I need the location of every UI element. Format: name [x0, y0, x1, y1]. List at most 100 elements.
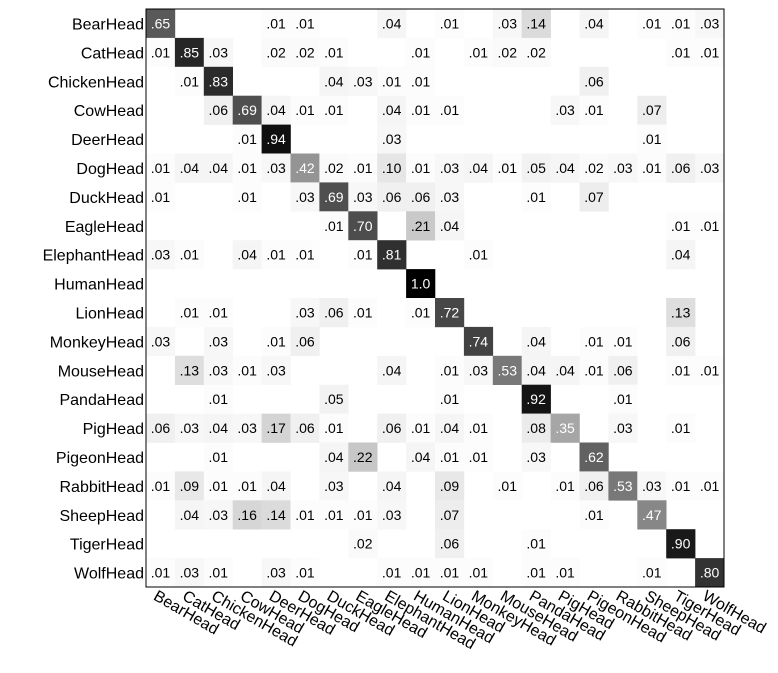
matrix-cell [492, 9, 522, 39]
matrix-cell [174, 558, 205, 588]
matrix-cell [579, 66, 609, 96]
cell-value-label: .06 [440, 536, 460, 552]
cell-value-label: .04 [324, 449, 344, 465]
cell-value-label: .01 [613, 391, 633, 407]
cell-value-label: .03 [382, 507, 402, 523]
cell-value-label: .04 [671, 247, 691, 263]
cell-value-label: .02 [295, 44, 315, 60]
matrix-cell [348, 442, 378, 472]
cell-value-label: .01 [469, 565, 489, 581]
cell-value-label: .72 [440, 304, 460, 320]
column-labels: BearHeadCatHeadChickenHeadCowHeadDeerHea… [150, 588, 768, 653]
cell-value-label: .09 [180, 478, 200, 494]
cell-value-label: .01 [671, 44, 691, 60]
matrix-cell [146, 37, 176, 68]
cell-value-label: .04 [555, 160, 575, 176]
matrix-cell [348, 66, 378, 96]
matrix-cell [695, 153, 725, 183]
matrix-cell [174, 413, 205, 443]
matrix-cell-labels: .65 .01 .01 .04 .01 .03 .14 .04 .01 .01 .03 .01 .85.… [151, 15, 720, 580]
cell-value-label: .01 [295, 507, 315, 523]
matrix-cell [406, 413, 436, 443]
matrix-cell [377, 124, 407, 154]
cell-value-label: .02 [353, 536, 373, 552]
matrix-cell [319, 95, 349, 125]
matrix-cell [348, 182, 378, 212]
matrix-cell [406, 558, 436, 588]
matrix-cell [521, 182, 551, 212]
matrix-cell [435, 442, 465, 472]
cell-value-label: .03 [295, 189, 315, 205]
cell-value-label: .01 [469, 247, 489, 263]
cell-value-label: .04 [237, 247, 257, 263]
cell-value-label: .62 [584, 449, 604, 465]
cell-value-label: .01 [526, 565, 546, 581]
cell-value-label: .01 [411, 565, 431, 581]
matrix-cell [261, 558, 291, 588]
cell-value-label: .01 [295, 102, 315, 118]
cell-value-label: .01 [642, 131, 662, 147]
cell-value-label: .01 [700, 218, 720, 234]
matrix-cell [521, 9, 551, 39]
cell-value-label: .03 [209, 333, 229, 349]
cell-value-label: .01 [353, 160, 373, 176]
matrix-cell [261, 9, 291, 39]
matrix-cell [203, 500, 233, 530]
cell-value-label: .03 [295, 304, 315, 320]
cell-value-label: .02 [584, 160, 604, 176]
cell-value-label: .03 [440, 160, 460, 176]
cell-value-label: .01 [151, 565, 171, 581]
matrix-cell [435, 298, 465, 328]
matrix-cell [174, 471, 205, 501]
matrix-cell [406, 442, 436, 472]
cell-value-label: .01 [440, 362, 460, 378]
cell-value-label: .74 [469, 333, 489, 349]
matrix-cell [695, 37, 725, 68]
matrix-cell [174, 66, 205, 96]
cell-value-label: .04 [180, 507, 200, 523]
cell-value-label: .03 [613, 420, 633, 436]
matrix-cell [521, 529, 551, 559]
matrix-cell [666, 153, 696, 183]
matrix-cell [319, 471, 349, 501]
cell-value-label: .01 [440, 391, 460, 407]
cell-value-label: .04 [382, 15, 402, 31]
cell-value-label: 1.0 [411, 276, 431, 292]
matrix-cell [319, 413, 349, 443]
matrix-cell [290, 95, 320, 125]
matrix-cell [435, 182, 465, 212]
matrix-cell [348, 529, 378, 559]
cell-value-label: .01 [469, 420, 489, 436]
matrix-cell [203, 326, 233, 357]
cell-value-label: .06 [382, 189, 402, 205]
matrix-cell [377, 153, 407, 183]
cell-value-label: .03 [440, 189, 460, 205]
matrix-cell [261, 500, 291, 530]
matrix-cell [377, 471, 407, 501]
cell-value-label: .69 [324, 189, 344, 205]
cell-value-label: .01 [237, 189, 257, 205]
cell-value-label: .01 [353, 247, 373, 263]
matrix-cell [406, 95, 436, 125]
matrix-cell [550, 558, 580, 588]
cell-value-label: .01 [613, 333, 633, 349]
matrix-cell [203, 355, 233, 385]
matrix-cell [290, 326, 320, 357]
matrix-cell [463, 326, 494, 357]
cell-value-label: .01 [498, 478, 518, 494]
matrix-cell [666, 326, 696, 357]
cell-value-label: .69 [237, 102, 257, 118]
cell-value-label: .06 [584, 73, 604, 89]
matrix-cell [377, 355, 407, 385]
matrix-cell [348, 211, 378, 241]
matrix-cell [174, 298, 205, 328]
matrix-cell [406, 182, 436, 212]
cell-value-label: .53 [613, 478, 633, 494]
cell-value-label: .01 [411, 304, 431, 320]
matrix-cell [579, 95, 609, 125]
matrix-cell [232, 413, 262, 443]
matrix-cell [232, 182, 262, 212]
matrix-cell [608, 153, 638, 183]
cell-value-label: .03 [353, 73, 373, 89]
cell-value-label: .01 [324, 44, 344, 60]
